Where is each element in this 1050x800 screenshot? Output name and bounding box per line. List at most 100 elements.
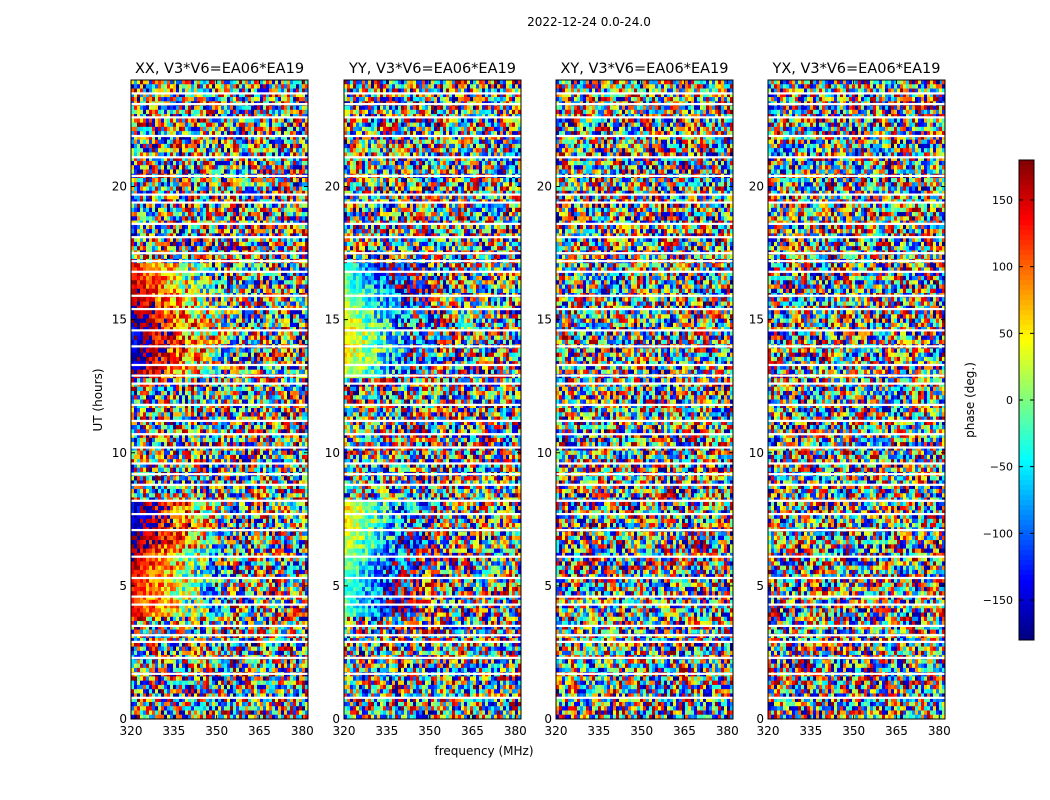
heatmap-cell (293, 143, 297, 149)
heatmap-cell (191, 425, 195, 430)
heatmap-cell (272, 382, 276, 388)
heatmap-cell (278, 216, 282, 221)
heatmap-cell (242, 190, 246, 196)
heatmap-cell (146, 390, 150, 396)
heatmap-cell (209, 80, 213, 85)
heatmap-cell (242, 352, 246, 358)
heatmap-cell (236, 97, 240, 102)
heatmap-cell (158, 148, 162, 153)
heatmap-cell (131, 148, 135, 153)
heatmap-cell (206, 318, 210, 324)
heatmap-cell (248, 148, 252, 153)
heatmap-cell (251, 382, 255, 388)
heatmap-cell (134, 160, 138, 166)
heatmap-cell (167, 403, 171, 409)
heatmap-cell (164, 416, 168, 422)
heatmap-cell (134, 280, 138, 285)
heatmap-cell (143, 301, 147, 307)
heatmap-cell (155, 88, 159, 94)
heatmap-cell (206, 165, 210, 170)
heatmap-cell (290, 339, 294, 345)
heatmap-cell (272, 224, 276, 230)
heatmap-cell (149, 416, 153, 422)
heatmap-cell (269, 416, 273, 422)
heatmap-cell (245, 195, 249, 200)
heatmap-cell (179, 284, 183, 290)
heatmap-cell (203, 135, 207, 140)
heatmap-cell (299, 365, 303, 371)
heatmap-cell (131, 131, 135, 136)
heatmap-cell (305, 271, 308, 277)
heatmap-cell (161, 216, 165, 221)
heatmap-cell (137, 156, 141, 162)
heatmap-cell (218, 361, 222, 366)
heatmap-cell (230, 203, 234, 209)
heatmap-cell (140, 288, 144, 294)
heatmap-cell (278, 425, 282, 430)
heatmap-cell (272, 254, 276, 260)
heatmap-cell (296, 408, 300, 413)
heatmap-cell (203, 310, 207, 315)
heatmap-cell (293, 288, 297, 294)
heatmap-cell (212, 437, 216, 443)
heatmap-cell (251, 399, 255, 405)
heatmap-cell (206, 263, 210, 268)
heatmap-cell (149, 190, 153, 196)
heatmap-cell (182, 195, 186, 200)
heatmap-cell (266, 190, 270, 196)
heatmap-cell (212, 348, 216, 353)
heatmap-cell (191, 412, 195, 417)
heatmap-cell (290, 126, 294, 132)
heatmap-cell (296, 412, 300, 417)
heatmap-cell (158, 186, 162, 192)
heatmap-cell (305, 233, 308, 238)
heatmap-cell (200, 118, 204, 123)
heatmap-cell (209, 288, 213, 294)
heatmap-cell (212, 378, 216, 383)
heatmap-cell (197, 195, 201, 200)
heatmap-cell (158, 365, 162, 371)
heatmap-cell (158, 233, 162, 238)
heatmap-cell (134, 395, 138, 400)
heatmap-cell (146, 186, 150, 192)
heatmap-cell (287, 169, 291, 175)
heatmap-cell (146, 195, 150, 200)
heatmap-cell (155, 408, 159, 413)
heatmap-cell (200, 348, 204, 353)
heatmap-cell (224, 318, 228, 324)
heatmap-cell (218, 408, 222, 413)
heatmap-cell (191, 322, 195, 328)
heatmap-cell (155, 263, 159, 268)
heatmap-cell (221, 301, 225, 307)
heatmap-cell (254, 105, 258, 111)
heatmap-cell (233, 365, 237, 371)
heatmap-cell (209, 280, 213, 285)
heatmap-cell (266, 224, 270, 230)
heatmap-cell (152, 420, 156, 426)
heatmap-cell (242, 390, 246, 396)
heatmap-cell (185, 148, 189, 153)
heatmap-cell (146, 88, 150, 94)
heatmap-cell (299, 408, 303, 413)
heatmap-cell (227, 425, 231, 430)
heatmap-cell (287, 160, 291, 166)
heatmap-cell (176, 365, 180, 371)
heatmap-cell (176, 97, 180, 102)
heatmap-cell (173, 177, 177, 183)
heatmap-cell (230, 246, 234, 251)
heatmap-cell (212, 97, 216, 102)
heatmap-cell (233, 139, 237, 145)
heatmap-cell (221, 352, 225, 358)
heatmap-cell (239, 275, 243, 281)
heatmap-cell (248, 195, 252, 200)
heatmap-cell (158, 335, 162, 341)
heatmap-cell (215, 84, 219, 89)
heatmap-cell (260, 84, 264, 89)
heatmap-cell (260, 348, 264, 353)
heatmap-cell (299, 429, 303, 434)
heatmap-cell (290, 322, 294, 328)
heatmap-cell (272, 369, 276, 375)
heatmap-cell (149, 177, 153, 183)
heatmap-cell (152, 263, 156, 268)
heatmap-cell (170, 437, 174, 443)
